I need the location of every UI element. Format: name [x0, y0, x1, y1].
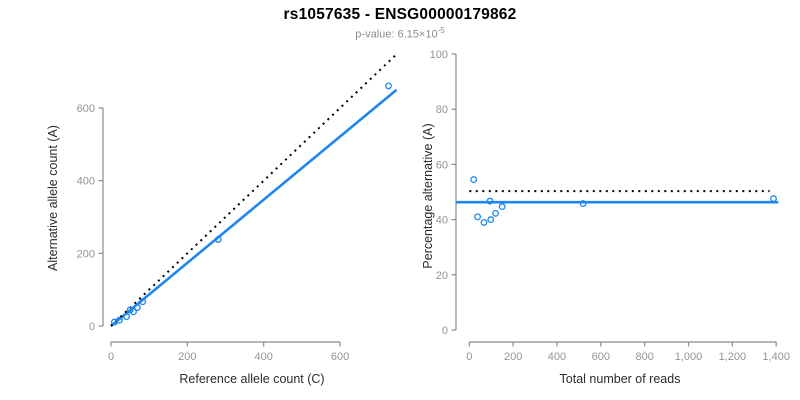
- x-tick-label: 800: [635, 351, 653, 363]
- y-tick-label: 600: [77, 103, 95, 115]
- data-point: [498, 203, 506, 211]
- data-point: [470, 176, 478, 184]
- x-tick-label: 200: [504, 351, 522, 363]
- x-tick-label: 400: [548, 351, 566, 363]
- data-point: [123, 313, 131, 321]
- x-tick-label: 600: [331, 351, 349, 363]
- data-point: [480, 218, 488, 226]
- data-point: [492, 209, 500, 217]
- fit-line: [110, 88, 398, 328]
- data-point: [486, 197, 494, 205]
- data-point: [214, 236, 222, 243]
- data-point: [130, 308, 137, 316]
- data-point: [133, 304, 141, 311]
- y-tick-label: 0: [89, 321, 95, 333]
- y-axis-title: Percentage alternative (A): [421, 123, 435, 268]
- data-point: [115, 316, 123, 324]
- data-point: [487, 216, 495, 224]
- x-axis-title: Reference allele count (C): [179, 372, 324, 386]
- y-axis-title: Alternative allele count (A): [46, 125, 60, 271]
- x-tick-label: 1,400: [762, 351, 790, 363]
- data-point: [474, 213, 482, 221]
- y-tick-label: 100: [430, 49, 448, 61]
- x-tick-label: 1,200: [719, 351, 747, 363]
- x-tick-label: 0: [466, 351, 472, 363]
- identity-line: [110, 54, 397, 327]
- figure-title: rs1057635 - ENSG00000179862: [283, 6, 517, 23]
- right-plot: 0 200 400 600 800 1,000 1,200 1,400 0 20 40 60 80 100…: [421, 49, 790, 386]
- y-tick-label: 0: [442, 325, 448, 337]
- figure-subtitle: p-value: 6.15×10-5: [0, 26, 800, 41]
- x-tick-label: 0: [108, 351, 114, 363]
- data-point: [579, 200, 587, 208]
- data-point: [126, 306, 134, 314]
- x-axis-title: Total number of reads: [560, 372, 681, 386]
- x-tick-label: 600: [592, 351, 610, 363]
- y-tick-label: 20: [436, 270, 448, 282]
- y-tick-label: 60: [436, 159, 448, 171]
- x-tick-label: 1,000: [675, 351, 703, 363]
- x-tick-label: 400: [255, 351, 273, 363]
- data-point: [770, 195, 777, 203]
- x-tick-label: 200: [178, 351, 196, 363]
- pvalue-exponent: -5: [437, 26, 445, 35]
- data-point: [139, 298, 147, 306]
- data-point: [385, 82, 392, 90]
- y-tick-label: 200: [77, 248, 95, 260]
- pvalue-text: p-value: 6.15×10: [355, 28, 438, 41]
- left-plot: 0 200 400 600 0 200 400 600 Reference allele cou…: [46, 54, 398, 386]
- y-tick-label: 40: [436, 215, 448, 227]
- y-tick-label: 400: [77, 176, 95, 188]
- y-tick-label: 80: [436, 104, 448, 116]
